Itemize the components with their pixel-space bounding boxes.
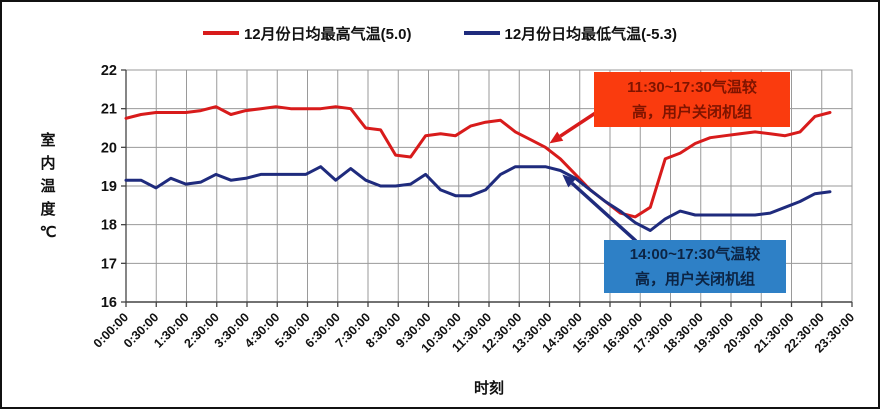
annotation-high-line-1: 11:30~17:30气温较 xyxy=(627,78,757,96)
callout-arrow-low-head xyxy=(562,174,576,188)
annotation-low-line-2: 高，用户关闭机组 xyxy=(634,270,755,288)
y-tick-label: 22 xyxy=(101,63,117,79)
legend-label-min: 12月份日均最低气温(-5.3) xyxy=(504,25,678,43)
y-tick-label: 17 xyxy=(101,256,117,272)
annotation-high-temp-callout: 11:30~17:30气温较 高，用户关闭机组 xyxy=(594,72,790,127)
annotation-low-temp-callout: 14:00~17:30气温较 高，用户关闭机组 xyxy=(604,240,786,293)
annotation-high-line-2: 高，用户关闭机组 xyxy=(631,103,752,121)
legend-item-min-temp: 12月份日均最低气温(-5.3) xyxy=(463,23,678,44)
legend-line-swatch-max xyxy=(202,31,239,35)
chart-legend: 12月份日均最高气温(5.0) 12月份日均最低气温(-5.3) xyxy=(2,22,878,44)
series-max-temp-line xyxy=(124,105,832,219)
annotation-low-line-1: 14:00~17:30气温较 xyxy=(629,245,761,263)
y-axis-title: 室 xyxy=(40,131,55,149)
series-min-temp-line xyxy=(124,165,832,232)
y-tick-label: 20 xyxy=(101,140,117,156)
y-tick-label: 19 xyxy=(101,179,117,195)
callout-arrow-high-head xyxy=(549,131,564,144)
y-axis-title: 度 xyxy=(40,200,56,218)
y-axis-title: 内 xyxy=(40,154,55,172)
y-axis-title: ℃ xyxy=(40,224,57,241)
y-tick-label: 18 xyxy=(101,218,117,234)
y-tick-label: 16 xyxy=(101,295,117,311)
legend-item-max-temp: 12月份日均最高气温(5.0) xyxy=(202,23,412,44)
callout-arrow-low xyxy=(570,181,638,243)
legend-label-max: 12月份日均最高气温(5.0) xyxy=(243,25,412,43)
y-axis-title: 温 xyxy=(40,178,55,195)
x-axis-title: 时刻 xyxy=(474,379,504,397)
legend-line-swatch-min xyxy=(463,31,500,35)
y-tick-label: 21 xyxy=(101,102,117,118)
